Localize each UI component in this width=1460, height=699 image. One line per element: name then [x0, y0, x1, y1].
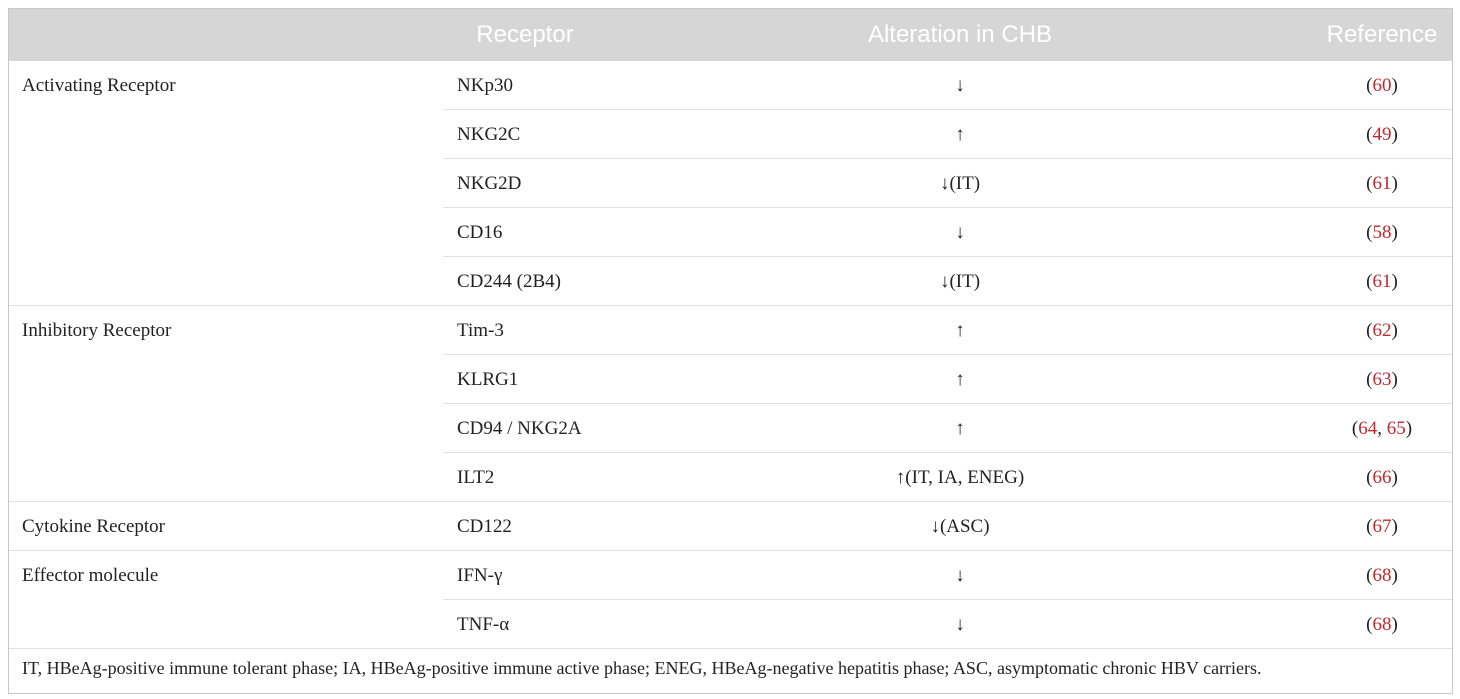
receptor: NKp30 [457, 75, 513, 96]
alteration: ↓(ASC) [930, 516, 990, 537]
reference: (68) [1366, 565, 1398, 586]
receptor: NKG2D [457, 173, 522, 194]
alteration: ↑ [955, 418, 965, 439]
header-row [9, 9, 1452, 61]
receptor: NKG2C [457, 124, 521, 145]
group-label: Inhibitory Receptor [22, 320, 172, 341]
receptor: IFN-γ [457, 565, 503, 586]
table-frame [8, 8, 1453, 694]
reference: (49) [1366, 124, 1398, 145]
alteration: ↑(IT, IA, ENEG) [895, 467, 1025, 488]
reference: (63) [1366, 369, 1398, 390]
receptor: CD244 (2B4) [457, 271, 561, 292]
row-separator [9, 501, 1452, 502]
row-separator [443, 452, 1452, 453]
reference: (66) [1366, 467, 1398, 488]
row-separator [9, 305, 1452, 306]
receptor: CD94 / NKG2A [457, 418, 582, 439]
reference: (68) [1366, 614, 1398, 635]
row-separator [443, 599, 1452, 600]
alteration: ↓(IT) [939, 271, 981, 292]
header-cell: Alteration in CHB [867, 21, 1053, 48]
alteration: ↑ [955, 124, 965, 145]
receptor: TNF-α [457, 614, 510, 635]
row-separator [443, 256, 1452, 257]
reference: (67) [1366, 516, 1398, 537]
alteration: ↑ [955, 320, 965, 341]
reference: (60) [1366, 75, 1398, 96]
reference: (58) [1366, 222, 1398, 243]
receptor: Tim-3 [457, 320, 504, 341]
receptor: ILT2 [457, 467, 495, 488]
alteration: ↑ [955, 369, 965, 390]
alteration: ↓ [955, 565, 965, 586]
group-label: Activating Receptor [22, 75, 176, 96]
row-separator [443, 354, 1452, 355]
row-separator [443, 109, 1452, 110]
receptor: CD16 [457, 222, 503, 243]
row-separator [9, 648, 1452, 649]
header-cell: Reference [1326, 21, 1438, 48]
alteration: ↓ [955, 75, 965, 96]
alteration: ↓ [955, 614, 965, 635]
footnote: IT, HBeAg-positive immune tolerant phase… [22, 658, 1262, 678]
header-cell: Receptor [476, 21, 574, 48]
reference: (64, 65) [1351, 418, 1413, 439]
row-separator [9, 550, 1452, 551]
group-label: Effector molecule [22, 565, 159, 586]
alteration: ↓(IT) [939, 173, 981, 194]
reference: (62) [1366, 320, 1398, 341]
receptor: CD122 [457, 516, 512, 537]
receptor: KLRG1 [457, 369, 519, 390]
row-separator [443, 207, 1452, 208]
reference: (61) [1366, 271, 1398, 292]
alteration: ↓ [955, 222, 965, 243]
group-label: Cytokine Receptor [22, 516, 165, 537]
row-separator [443, 158, 1452, 159]
row-separator [443, 403, 1452, 404]
reference: (61) [1366, 173, 1398, 194]
